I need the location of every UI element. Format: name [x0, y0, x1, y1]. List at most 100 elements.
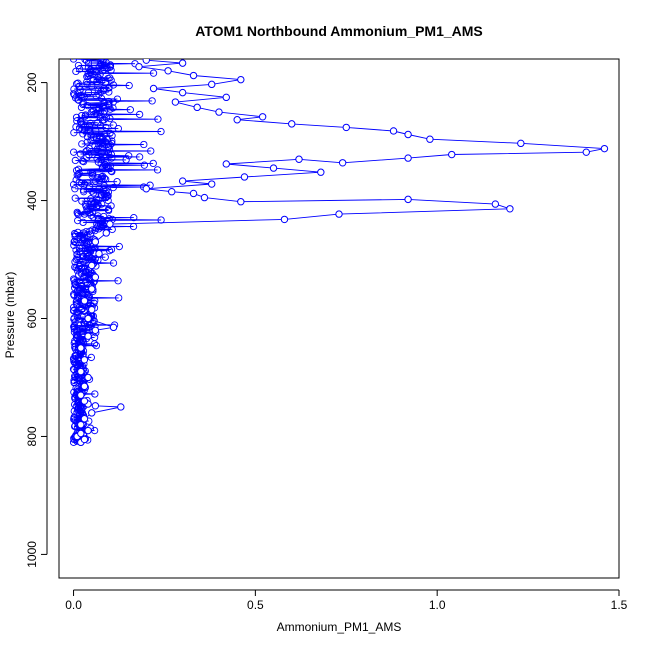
data-point: [97, 59, 105, 66]
data-point: [97, 144, 105, 152]
data-point: [122, 156, 130, 164]
data-point: [102, 123, 110, 132]
data-point: [95, 176, 104, 185]
data-point: [71, 194, 79, 202]
data-point: [88, 187, 96, 195]
data-point: [215, 108, 223, 116]
data-point: [117, 403, 125, 411]
data-point: [78, 305, 86, 313]
data-point: [80, 188, 88, 196]
data-point: [84, 332, 92, 340]
data-point: [342, 123, 350, 132]
data-point: [108, 154, 116, 162]
data-point: [70, 148, 78, 156]
data-point: [98, 77, 106, 85]
data-point: [280, 215, 289, 224]
data-point: [86, 119, 95, 127]
data-point: [109, 259, 118, 267]
data-point: [87, 108, 96, 116]
data-point: [73, 209, 82, 218]
data-point: [84, 426, 92, 435]
data-point: [89, 213, 97, 221]
plot-area: [69, 59, 609, 447]
chart-title: ATOM1 Northbound Ammonium_PM1_AMS: [195, 23, 483, 39]
data-point: [149, 159, 157, 168]
data-point: [109, 323, 118, 332]
data-point: [107, 150, 116, 159]
data-point: [79, 157, 88, 166]
data-point: [85, 151, 93, 159]
data-point: [88, 285, 96, 293]
data-point: [77, 103, 86, 112]
data-point: [148, 97, 156, 105]
data-point: [91, 238, 100, 246]
data-point: [140, 161, 149, 169]
data-point: [404, 130, 412, 139]
data-point: [142, 185, 150, 193]
data-point: [113, 178, 121, 186]
data-point: [83, 59, 91, 65]
y-axis: 200 400 600 800 1000: [25, 72, 48, 568]
data-point: [135, 62, 143, 71]
data-point: [506, 205, 514, 213]
data-point: [389, 127, 398, 135]
data-point: [189, 189, 198, 198]
data-point: [600, 144, 609, 153]
data-point: [88, 82, 96, 90]
data-point: [71, 416, 79, 425]
data-point: [193, 103, 201, 112]
data-point: [70, 276, 78, 284]
data-point: [153, 166, 162, 174]
data-point: [81, 112, 89, 120]
data-point: [102, 193, 110, 201]
data-point: [135, 153, 144, 161]
data-point: [69, 307, 78, 315]
data-point: [97, 94, 106, 103]
data-point: [84, 373, 92, 382]
data-point: [71, 318, 79, 326]
data-point: [71, 237, 79, 245]
data-point: [168, 187, 176, 196]
data-point: [85, 182, 94, 191]
data-point: [103, 64, 111, 73]
data-point: [93, 155, 101, 163]
data-point: [164, 67, 172, 75]
data-point: [109, 183, 117, 192]
data-point: [91, 273, 100, 281]
x-tick-label: 1.0: [429, 598, 446, 612]
data-point: [84, 314, 92, 323]
data-point: [106, 141, 114, 149]
data-point: [69, 365, 78, 373]
data-point: [448, 150, 456, 159]
data-point: [91, 326, 100, 334]
data-point: [147, 147, 155, 155]
data-point: [105, 84, 113, 92]
x-tick-label: 1.5: [611, 598, 628, 612]
data-point: [69, 438, 78, 447]
data-point: [154, 115, 162, 123]
plot-frame: [58, 58, 620, 579]
data-point: [85, 206, 93, 214]
data-point: [77, 367, 85, 376]
data-point: [73, 254, 81, 262]
data-point: [73, 308, 82, 317]
data-point: [69, 180, 78, 189]
data-point: [222, 160, 230, 168]
data-point: [69, 59, 78, 63]
data-point: [582, 148, 590, 156]
data-point: [75, 244, 84, 252]
data-point: [97, 60, 105, 68]
data-point: [77, 344, 85, 352]
data-point: [80, 297, 89, 305]
data-point: [84, 59, 93, 67]
data-point: [84, 88, 93, 97]
data-point: [95, 142, 103, 150]
data-point: [105, 97, 113, 106]
data-point: [70, 129, 78, 137]
data-point: [189, 71, 198, 80]
data-point: [171, 98, 180, 106]
data-point: [142, 59, 150, 64]
data-point: [87, 353, 95, 362]
y-tick-label: 400: [25, 190, 39, 210]
